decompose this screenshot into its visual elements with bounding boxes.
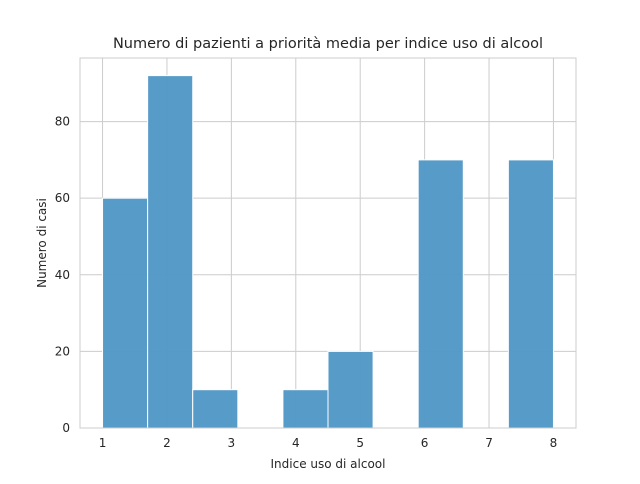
histogram-bar (417, 159, 464, 429)
histogram-bar (327, 350, 374, 429)
y-tick-label: 0 (62, 421, 70, 435)
x-tick-label: 2 (163, 436, 171, 450)
x-tick-label: 8 (550, 436, 558, 450)
plot-frame (79, 57, 577, 429)
bars-layer (102, 75, 554, 429)
chart-title: Numero di pazienti a priorità media per … (113, 36, 543, 52)
y-axis-label: Numero di casi (35, 198, 49, 288)
y-tick-label: 60 (55, 191, 70, 205)
x-tick-label: 3 (228, 436, 236, 450)
histogram-bar (102, 197, 149, 429)
x-tick-label: 7 (485, 436, 493, 450)
y-tick-labels: 0 20 40 60 80 (55, 115, 70, 435)
x-tick-label: 1 (99, 436, 107, 450)
histogram-bar (192, 389, 239, 429)
y-tick-label: 40 (55, 268, 70, 282)
x-axis-label: Indice uso di alcool (271, 457, 386, 471)
x-tick-label: 6 (421, 436, 429, 450)
histogram-bar (507, 159, 554, 429)
histogram-bar (282, 389, 329, 429)
x-tick-labels: 1 2 3 4 5 6 7 8 (99, 436, 558, 450)
x-tick-label: 4 (292, 436, 300, 450)
y-tick-label: 80 (55, 115, 70, 129)
histogram-bar (147, 75, 194, 429)
y-tick-label: 20 (55, 344, 70, 358)
x-tick-label: 5 (356, 436, 364, 450)
